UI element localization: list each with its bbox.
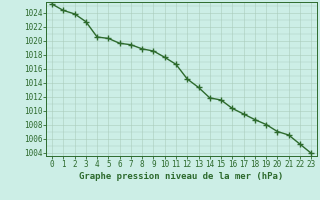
X-axis label: Graphe pression niveau de la mer (hPa): Graphe pression niveau de la mer (hPa) [79, 172, 284, 181]
